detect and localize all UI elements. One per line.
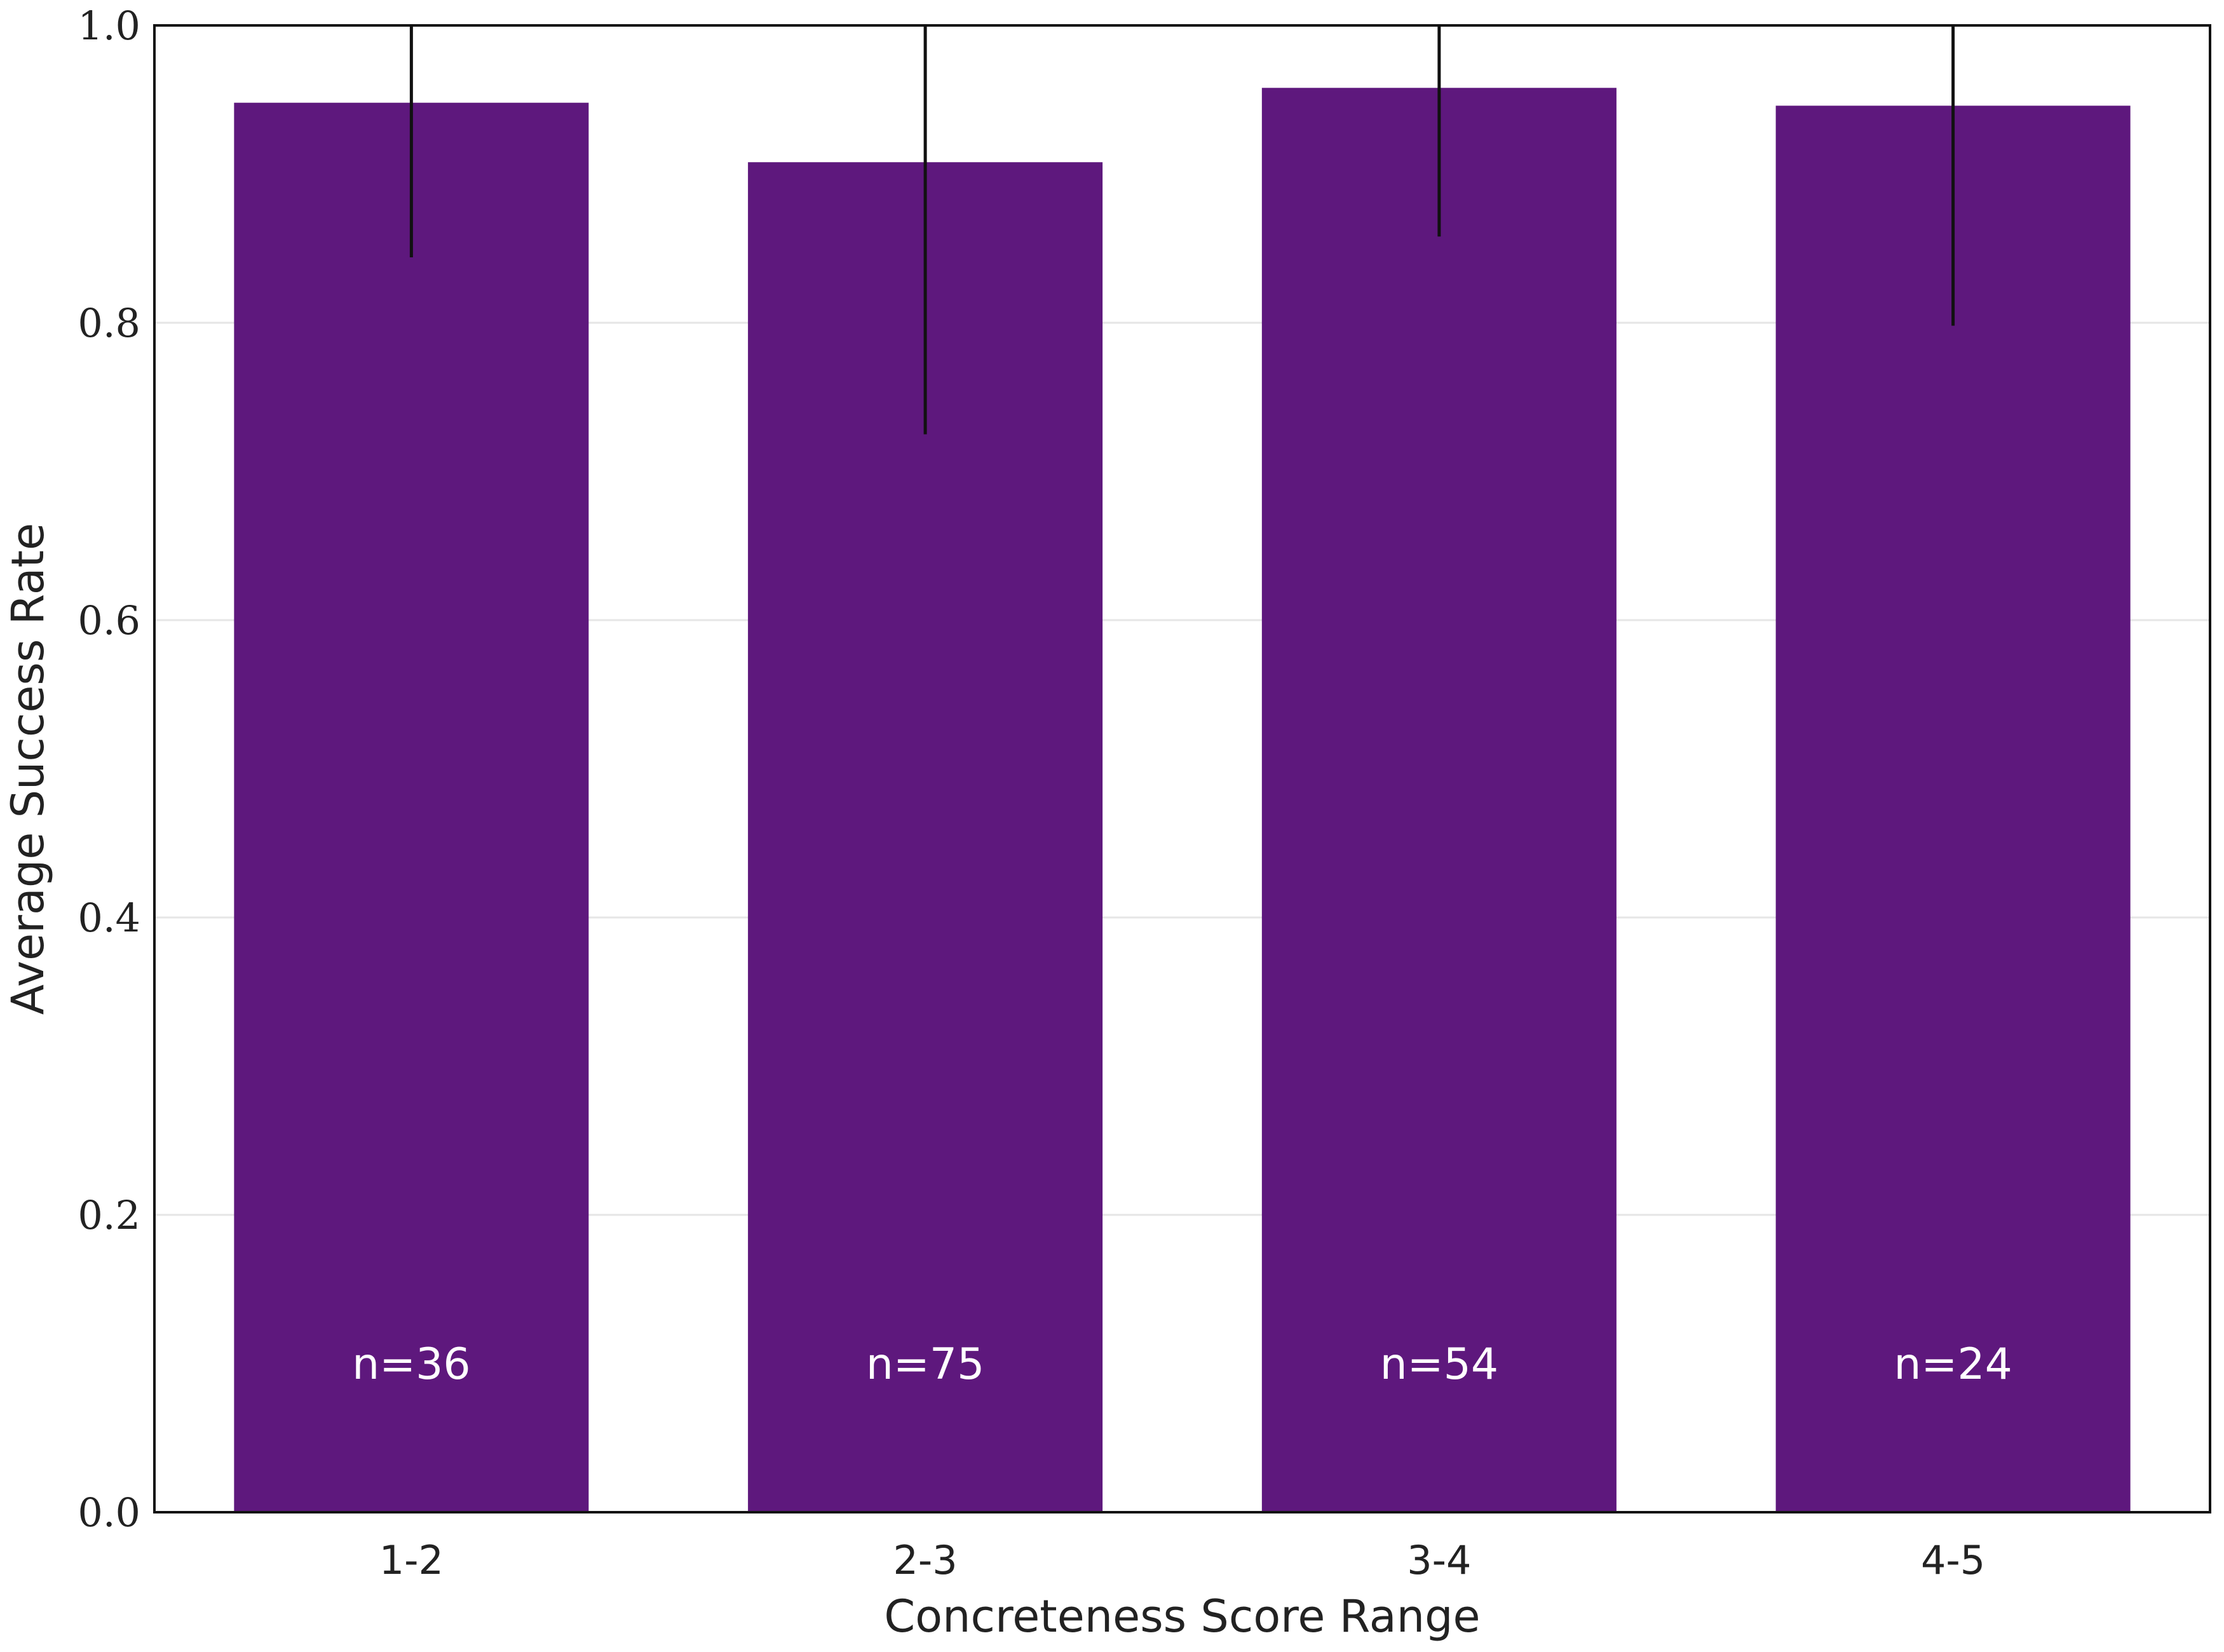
y-tick-label: 0.4 [78,895,140,941]
x-tick-label: 4-5 [1921,1537,1985,1583]
bar-1-2 [234,102,589,1513]
bar-count-label: n=54 [1380,1339,1499,1390]
y-tick-label: 1.0 [78,3,140,49]
x-tick-label: 3-4 [1407,1537,1471,1583]
bar-labels: n=36 n=75 n=54 n=24 [352,1339,2012,1390]
error-bars [409,25,1955,435]
bar-3-4 [1261,88,1617,1512]
plot-frame [153,24,2211,1513]
y-tick-label: 0.8 [78,300,140,346]
y-tick-label: 0.0 [78,1489,140,1536]
x-tick-label: 2-3 [893,1537,957,1583]
bars [234,88,2131,1513]
x-tick-label: 1-2 [379,1537,444,1583]
y-tick-label: 0.6 [78,597,140,644]
x-axis-title: Concreteness Score Range [884,1590,1480,1642]
bar-4-5 [1775,105,2131,1512]
y-axis-title: Average Success Rate [2,523,54,1015]
bar-count-label: n=75 [866,1339,985,1390]
x-tick-labels: 1-2 2-3 3-4 4-5 [379,1537,1986,1583]
bar-count-label: n=36 [352,1339,471,1390]
y-tick-labels: 0.0 0.2 0.4 0.6 0.8 1.0 [78,3,140,1536]
bar-count-label: n=24 [1894,1339,2012,1390]
y-tick-label: 0.2 [78,1192,140,1238]
